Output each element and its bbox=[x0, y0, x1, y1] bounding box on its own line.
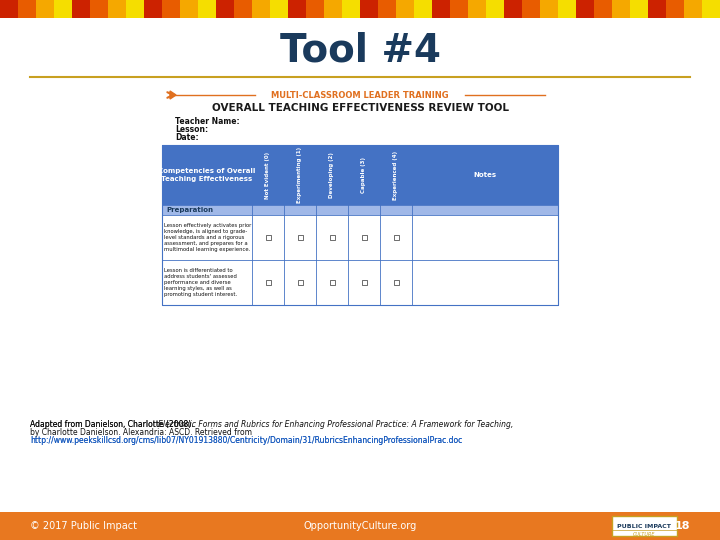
Bar bbox=[522, 0, 540, 18]
Bar bbox=[648, 0, 666, 18]
Bar bbox=[18, 0, 36, 18]
Text: OVERALL TEACHING EFFECTIVENESS REVIEW TOOL: OVERALL TEACHING EFFECTIVENESS REVIEW TO… bbox=[212, 103, 508, 113]
Text: Teacher Name:: Teacher Name: bbox=[175, 118, 240, 126]
Bar bbox=[216, 0, 234, 18]
Text: CULTURE: CULTURE bbox=[633, 531, 655, 537]
Text: Tool #4: Tool #4 bbox=[279, 31, 441, 69]
Text: Lesson effectively activates prior
knowledge, is aligned to grade-
level standar: Lesson effectively activates prior knowl… bbox=[164, 224, 251, 252]
Polygon shape bbox=[170, 91, 176, 99]
Bar bbox=[594, 0, 612, 18]
Bar bbox=[198, 0, 216, 18]
Bar bbox=[162, 0, 180, 18]
Bar bbox=[612, 0, 630, 18]
Bar bbox=[306, 0, 324, 18]
Text: Not Evident (0): Not Evident (0) bbox=[266, 151, 271, 199]
Bar bbox=[630, 0, 648, 18]
Bar bbox=[666, 0, 684, 18]
Bar bbox=[108, 0, 126, 18]
Bar bbox=[361, 235, 366, 240]
Bar bbox=[450, 0, 468, 18]
Bar bbox=[414, 0, 432, 18]
Bar bbox=[330, 235, 335, 240]
Bar bbox=[297, 280, 302, 285]
Bar bbox=[162, 145, 558, 205]
Text: 18: 18 bbox=[675, 521, 690, 531]
Bar bbox=[266, 235, 271, 240]
Bar bbox=[297, 235, 302, 240]
Text: http://www.peekskillcsd.org/cms/lib07/NY01913880/Centricity/Domain/31/RubricsEnh: http://www.peekskillcsd.org/cms/lib07/NY… bbox=[30, 436, 462, 445]
Bar bbox=[612, 516, 677, 536]
Bar bbox=[576, 0, 594, 18]
Text: © 2017 Public Impact: © 2017 Public Impact bbox=[30, 521, 137, 531]
Bar bbox=[234, 0, 252, 18]
Bar bbox=[162, 205, 558, 215]
Bar bbox=[360, 0, 378, 18]
Bar bbox=[72, 0, 90, 18]
Bar bbox=[684, 0, 702, 18]
Bar bbox=[504, 0, 522, 18]
Bar bbox=[0, 0, 18, 18]
Text: Electronic Forms and Rubrics for Enhancing Professional Practice: A Framework fo: Electronic Forms and Rubrics for Enhanci… bbox=[158, 420, 513, 429]
Text: Preparation: Preparation bbox=[166, 207, 213, 213]
Bar bbox=[54, 0, 72, 18]
Text: Adapted from Danielson, Charlotte (2008).: Adapted from Danielson, Charlotte (2008)… bbox=[30, 420, 196, 429]
Text: Lesson is differentiated to
address students' assessed
performance and diverse
l: Lesson is differentiated to address stud… bbox=[164, 268, 237, 296]
Bar bbox=[270, 0, 288, 18]
Text: MULTI-CLASSROOM LEADER TRAINING: MULTI-CLASSROOM LEADER TRAINING bbox=[271, 91, 449, 99]
Text: OpportunityCulture.org: OpportunityCulture.org bbox=[303, 521, 417, 531]
Bar bbox=[36, 0, 54, 18]
Bar bbox=[342, 0, 360, 18]
Text: Lesson:: Lesson: bbox=[175, 125, 208, 134]
Bar bbox=[162, 145, 558, 305]
Text: Adapted from Danielson, Charlotte (2008).: Adapted from Danielson, Charlotte (2008)… bbox=[30, 420, 196, 429]
Bar bbox=[468, 0, 486, 18]
Bar bbox=[394, 235, 398, 240]
Bar bbox=[432, 0, 450, 18]
Text: Experienced (4): Experienced (4) bbox=[394, 151, 398, 200]
Bar bbox=[288, 0, 306, 18]
Text: Notes: Notes bbox=[474, 172, 497, 178]
Text: Developing (2): Developing (2) bbox=[330, 152, 335, 198]
Bar bbox=[558, 0, 576, 18]
Bar bbox=[266, 280, 271, 285]
Bar bbox=[361, 280, 366, 285]
Text: by Charlotte Danielson. Alexandria: ASCD. Retrieved from: by Charlotte Danielson. Alexandria: ASCD… bbox=[30, 428, 252, 437]
Text: Competencies of Overall
Teaching Effectiveness: Competencies of Overall Teaching Effecti… bbox=[158, 168, 256, 181]
Bar bbox=[486, 0, 504, 18]
Bar bbox=[180, 0, 198, 18]
Bar bbox=[330, 280, 335, 285]
Bar bbox=[0, 512, 720, 540]
Bar bbox=[252, 0, 270, 18]
Text: Experimenting (1): Experimenting (1) bbox=[297, 147, 302, 203]
Bar bbox=[144, 0, 162, 18]
Bar bbox=[126, 0, 144, 18]
Text: PUBLIC IMPACT: PUBLIC IMPACT bbox=[617, 523, 671, 529]
Bar bbox=[702, 0, 720, 18]
Text: http://www.peekskillcsd.org/cms/lib07/NY01913880/Centricity/Domain/31/RubricsEnh: http://www.peekskillcsd.org/cms/lib07/NY… bbox=[30, 436, 462, 445]
Text: Date:: Date: bbox=[175, 133, 199, 143]
Bar bbox=[378, 0, 396, 18]
Bar bbox=[396, 0, 414, 18]
Bar bbox=[394, 280, 398, 285]
Bar bbox=[540, 0, 558, 18]
Bar bbox=[162, 260, 558, 305]
Bar bbox=[162, 215, 558, 260]
Text: Capable (3): Capable (3) bbox=[361, 157, 366, 193]
Bar bbox=[90, 0, 108, 18]
Bar bbox=[324, 0, 342, 18]
